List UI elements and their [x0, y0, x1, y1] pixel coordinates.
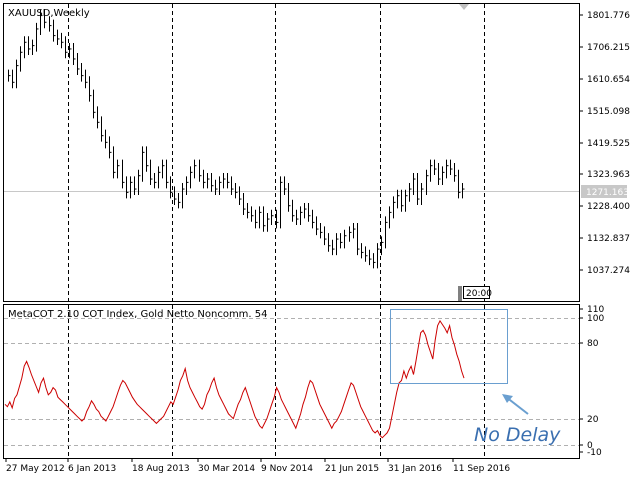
chart-shift-marker[interactable]: 20:00	[458, 286, 492, 302]
current-price-label: 1271.163	[586, 188, 629, 198]
indicator-tick-label: 110	[587, 305, 604, 315]
indicator-tick-label: 100	[587, 314, 604, 324]
time-tick-label: 31 Jan 2016	[388, 464, 442, 474]
time-tick-label: 27 May 2012	[6, 464, 65, 474]
price-tick-label: 1132.837	[587, 234, 630, 244]
time-tick-label: 11 Sep 2016	[453, 464, 510, 474]
price-bars	[8, 9, 465, 269]
period-separators	[68, 4, 485, 458]
indicator-title: MetaCOT 2.10 COT Index, Gold Netto Nonco…	[8, 309, 268, 320]
indicator-tick-label: 0	[587, 441, 593, 451]
time-tick-label: 21 Jun 2015	[325, 464, 379, 474]
price-tick-label: 1610.654	[587, 75, 630, 85]
price-tick-label: 1323.963	[587, 170, 630, 180]
price-axis: 1271.163 1801.776 1706.215 1610.654 1515.09…	[579, 11, 630, 276]
indicator-pane[interactable]	[3, 304, 580, 459]
price-tick-label: 1706.215	[587, 43, 630, 53]
arrow-icon	[502, 394, 529, 415]
symbol-title: XAUUSD,Weekly	[8, 8, 90, 19]
time-axis: 27 May 2012 6 Jan 2013 18 Aug 2013 30 Mar 2…	[5, 458, 510, 474]
time-tick-label: 6 Jan 2013	[68, 464, 116, 474]
time-tick-label: 30 Mar 2014	[198, 464, 255, 474]
price-pane[interactable]	[3, 3, 580, 302]
indicator-tick-label: -10	[587, 448, 602, 458]
cot-index-line	[4, 319, 465, 439]
indicator-tick-label: 80	[587, 339, 599, 349]
indicator-tick-label: 20	[587, 415, 599, 425]
price-tick-label: 1801.776	[587, 11, 630, 21]
price-tick-label: 1228.400	[587, 202, 630, 212]
highlight-box	[390, 309, 508, 384]
chart-shift-triangle-icon[interactable]	[459, 4, 469, 10]
price-tick-label: 1419.525	[587, 139, 630, 149]
current-price-box	[581, 185, 627, 198]
time-tick-label: 9 Nov 2014	[261, 464, 313, 474]
price-tick-label: 1037.274	[587, 266, 630, 276]
price-tick-label: 1515.098	[587, 107, 630, 117]
time-marker-label: 20:00	[466, 289, 492, 299]
time-tick-label: 18 Aug 2013	[132, 464, 190, 474]
no-delay-label: No Delay	[474, 424, 561, 446]
